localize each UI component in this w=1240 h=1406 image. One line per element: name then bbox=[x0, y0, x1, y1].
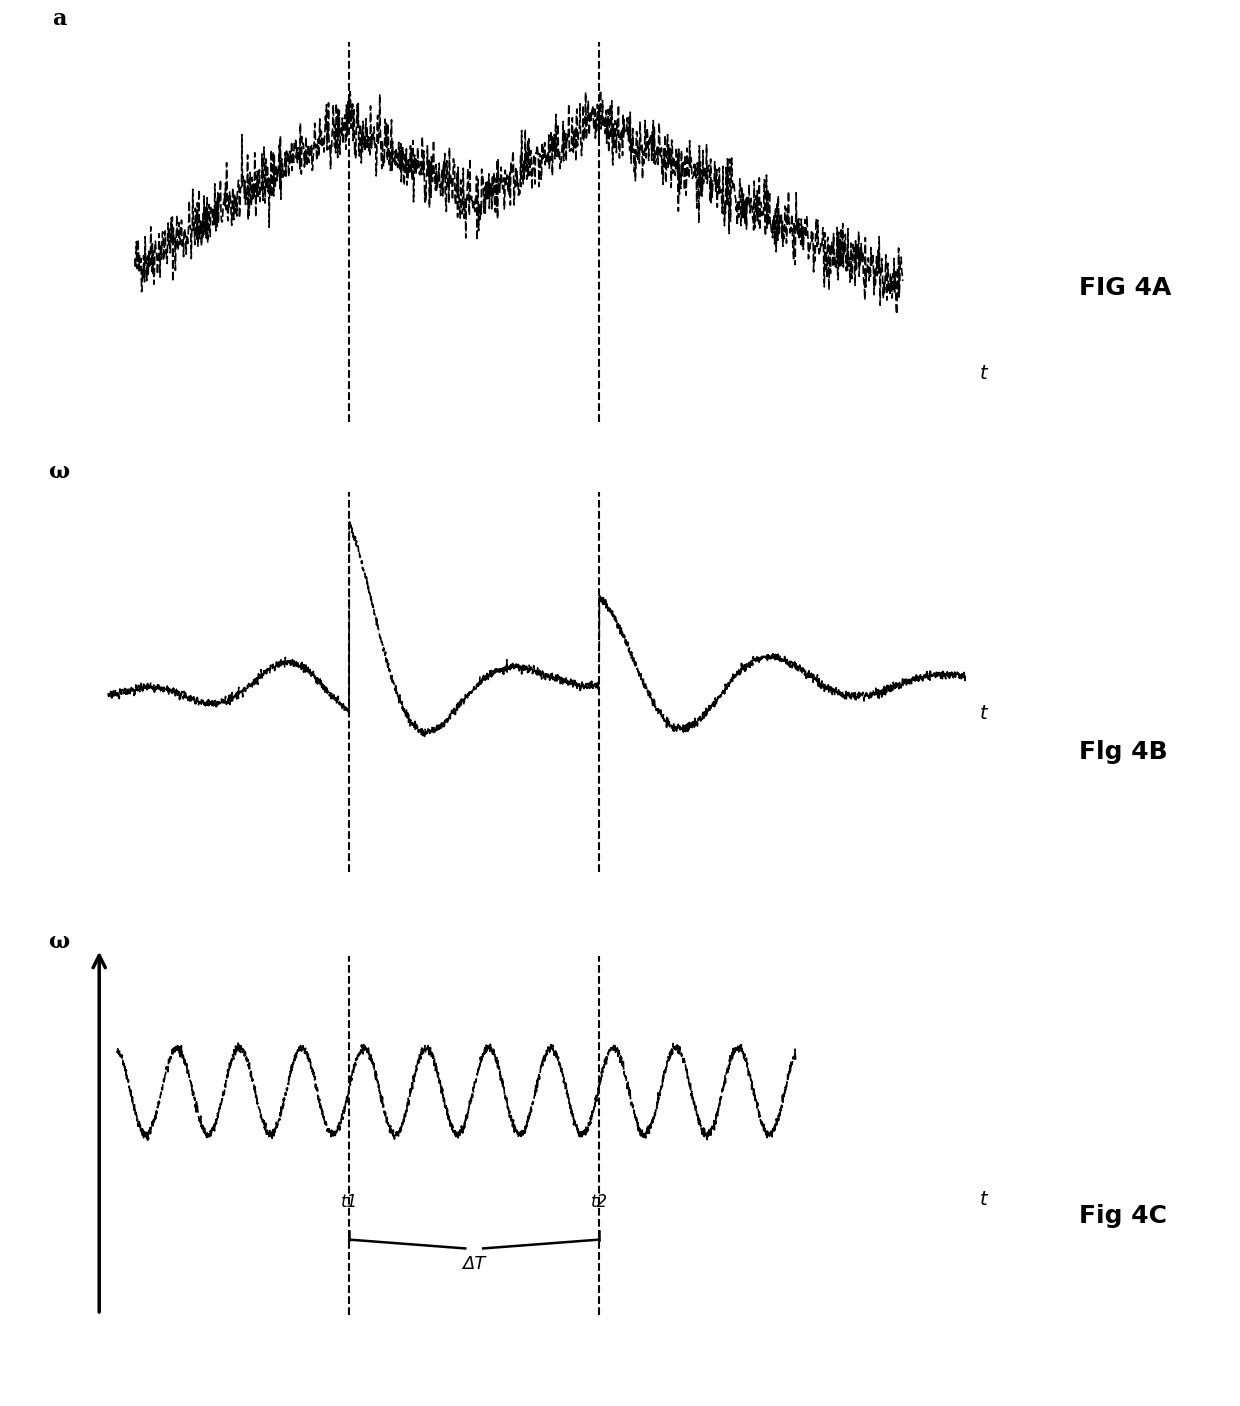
Text: ω: ω bbox=[48, 931, 69, 953]
Text: t: t bbox=[980, 1189, 987, 1209]
Text: t1: t1 bbox=[341, 1192, 358, 1211]
Text: ω: ω bbox=[48, 461, 69, 484]
Text: ΔT: ΔT bbox=[463, 1256, 486, 1274]
Text: t: t bbox=[980, 704, 987, 723]
Text: t2: t2 bbox=[590, 1192, 608, 1211]
Text: a: a bbox=[52, 7, 66, 30]
Text: Fig 4C: Fig 4C bbox=[1079, 1204, 1167, 1229]
Text: FIG 4A: FIG 4A bbox=[1079, 276, 1171, 301]
Text: t: t bbox=[980, 364, 987, 382]
Text: Flg 4B: Flg 4B bbox=[1079, 740, 1167, 765]
